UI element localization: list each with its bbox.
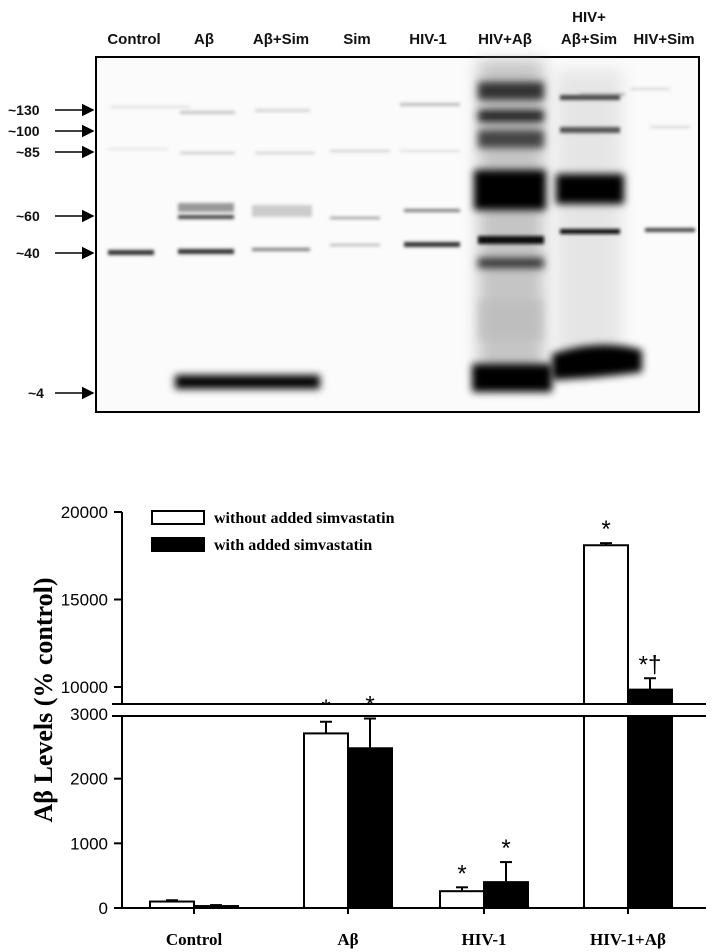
lane-hiv-abeta-smear: [474, 60, 546, 380]
y-tick-3000: 3000: [70, 705, 108, 724]
x-category-label: Aβ: [337, 930, 358, 949]
lane-label-abeta: Aβ: [194, 31, 214, 48]
mw-markers: ~130 ~100 ~85 ~60 ~40 ~4: [8, 102, 95, 401]
significance-marker: *: [601, 516, 610, 543]
y-axis-label: Aβ Levels (% control): [29, 577, 58, 822]
axis-break-gap: [112, 704, 706, 716]
x-category-labels: Control Aβ HIV-1 HIV-1+Aβ: [166, 930, 666, 949]
mw-label-4: ~4: [28, 385, 44, 401]
lane-hiv-abeta-sim: [556, 70, 624, 360]
lane-label-hiv-abeta: HIV+Aβ: [478, 31, 532, 48]
bar-with-sim: [347, 747, 393, 909]
mw-label-40: ~40: [16, 245, 40, 261]
lane-label-hiv1: HIV-1: [409, 31, 447, 48]
y-tick-2000: 2000: [70, 770, 108, 789]
y-tick-20000: 20000: [61, 503, 108, 522]
bars-layer: [149, 544, 673, 910]
western-blot-panel: Control Aβ Aβ+Sim Sim HIV-1 HIV+Aβ HIV+ …: [8, 9, 700, 413]
bar-with-sim: [483, 881, 529, 910]
y-tick-1000: 1000: [70, 834, 108, 853]
error-bars-layer: [166, 542, 656, 907]
significance-marker: *: [501, 835, 510, 862]
y-tick-0: 0: [99, 899, 108, 918]
bar-with-sim: [627, 688, 673, 909]
bar-without-sim: [583, 544, 629, 909]
lane-label-hiv-abeta-sim-top: HIV+: [572, 9, 606, 26]
lane-label-control: Control: [107, 31, 160, 48]
mw-label-130: ~130: [8, 102, 40, 118]
legend-swatch-with: [151, 537, 205, 552]
y-tick-10000: 10000: [61, 678, 108, 697]
lane-bands: [108, 203, 695, 255]
lane-label-hiv-sim: HIV+Sim: [633, 31, 694, 48]
mw-label-100: ~100: [8, 123, 40, 139]
chart-axes: [112, 511, 706, 914]
x-category-label: HIV-1+Aβ: [590, 930, 666, 949]
legend: without added simvastatin with added sim…: [151, 510, 395, 554]
legend-label-without: without added simvastatin: [214, 510, 395, 527]
mw-label-60: ~60: [16, 208, 40, 224]
bar-without-sim: [303, 732, 349, 910]
mw-label-85: ~85: [16, 144, 40, 160]
y-tick-labels: 0 1000 2000 3000 10000 15000 20000: [61, 503, 108, 918]
legend-label-with: with added simvastatin: [214, 537, 372, 554]
significance-marker: *†: [639, 651, 662, 678]
x-category-label: HIV-1: [461, 930, 506, 949]
y-tick-15000: 15000: [61, 591, 108, 610]
lane-label-hiv-abeta-sim-bottom: Aβ+Sim: [561, 31, 617, 48]
x-category-label: Control: [166, 930, 223, 949]
legend-swatch-without: [151, 510, 205, 525]
bar-without-sim: [439, 890, 485, 909]
lane-label-abeta-sim: Aβ+Sim: [253, 31, 309, 48]
abeta-monomer-bands: [175, 344, 642, 392]
lane-label-sim: Sim: [343, 31, 371, 48]
significance-marker: *: [457, 860, 466, 887]
